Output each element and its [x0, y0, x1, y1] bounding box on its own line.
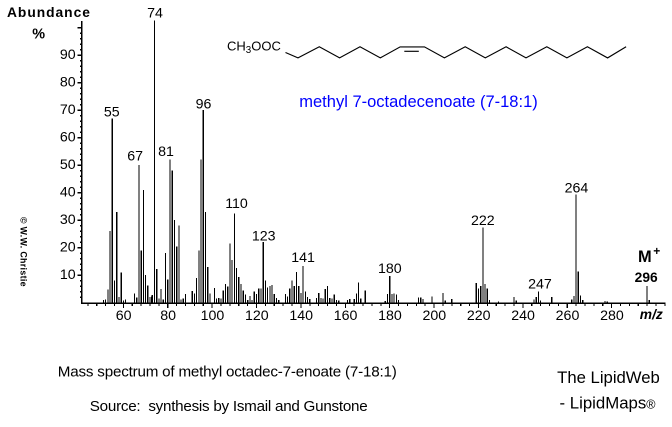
- svg-text:240: 240: [511, 308, 535, 324]
- svg-text:30: 30: [60, 212, 76, 228]
- svg-text:120: 120: [245, 308, 269, 324]
- svg-text:96: 96: [196, 97, 212, 113]
- svg-text:140: 140: [289, 308, 313, 324]
- svg-text:CH3OOC: CH3OOC: [227, 38, 281, 56]
- svg-text:110: 110: [225, 196, 248, 212]
- svg-text:100: 100: [201, 308, 225, 324]
- svg-text:80: 80: [60, 74, 76, 90]
- svg-text:70: 70: [60, 102, 76, 118]
- svg-text:Source: synthesis by Ismail a: Source: synthesis by Ismail and Gunstone: [90, 398, 368, 415]
- svg-text:247: 247: [528, 276, 552, 292]
- svg-text:M: M: [638, 248, 652, 266]
- svg-text:90: 90: [60, 47, 76, 63]
- svg-text:80: 80: [160, 308, 176, 324]
- svg-text:Mass spectrum of methyl octade: Mass spectrum of methyl octadec-7-enoate…: [58, 363, 397, 380]
- svg-text:Abundance: Abundance: [7, 5, 91, 20]
- svg-text:50: 50: [60, 157, 76, 173]
- svg-text:© W.W. Christie: © W.W. Christie: [19, 217, 29, 287]
- svg-text:55: 55: [104, 105, 120, 121]
- svg-text:180: 180: [378, 308, 402, 324]
- svg-text:260: 260: [556, 308, 580, 324]
- svg-text:m/z: m/z: [640, 307, 663, 322]
- svg-text:160: 160: [334, 308, 358, 324]
- svg-text:The LipidWeb: The LipidWeb: [557, 368, 660, 387]
- svg-text:- LipidMaps®: - LipidMaps®: [560, 393, 657, 412]
- svg-text:280: 280: [600, 308, 624, 324]
- svg-text:222: 222: [471, 213, 495, 229]
- svg-text:296: 296: [635, 270, 658, 285]
- svg-text:+: +: [653, 244, 660, 258]
- svg-text:123: 123: [252, 228, 276, 244]
- svg-text:10: 10: [60, 267, 76, 283]
- svg-text:200: 200: [423, 308, 447, 324]
- svg-text:40: 40: [60, 184, 76, 200]
- svg-text:67: 67: [127, 149, 143, 165]
- svg-text:264: 264: [565, 181, 589, 197]
- svg-text:220: 220: [467, 308, 491, 324]
- svg-text:81: 81: [158, 144, 174, 160]
- svg-text:20: 20: [60, 239, 76, 255]
- svg-text:%: %: [32, 27, 45, 43]
- svg-text:60: 60: [60, 129, 76, 145]
- svg-text:180: 180: [378, 261, 402, 277]
- svg-text:60: 60: [116, 308, 132, 324]
- svg-text:141: 141: [291, 250, 315, 266]
- svg-text:74: 74: [147, 5, 163, 21]
- svg-text:methyl 7-octadecenoate (7-18:1: methyl 7-octadecenoate (7-18:1): [299, 93, 537, 111]
